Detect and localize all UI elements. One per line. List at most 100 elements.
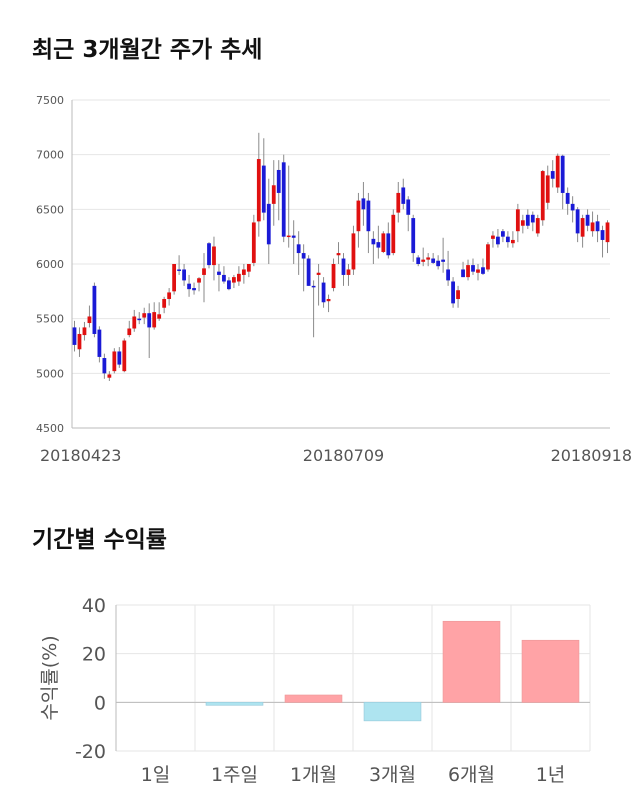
y-tick-label: 40 bbox=[82, 595, 106, 617]
candle-body bbox=[182, 269, 186, 281]
candle-body bbox=[82, 327, 87, 336]
candle-body bbox=[605, 222, 610, 243]
candle-body bbox=[376, 242, 381, 248]
return-bar bbox=[442, 620, 501, 703]
candle-body bbox=[122, 340, 127, 372]
candle-body bbox=[276, 169, 281, 193]
candle-body bbox=[102, 358, 107, 374]
candle-body bbox=[461, 269, 465, 278]
candle-body bbox=[466, 265, 470, 278]
candle-body bbox=[286, 235, 291, 238]
candle-body bbox=[336, 253, 341, 256]
candle-body bbox=[356, 200, 361, 232]
y-tick-label: 6000 bbox=[36, 258, 64, 271]
candle-body bbox=[491, 235, 495, 239]
y-tick-label: 5500 bbox=[36, 313, 64, 326]
candle-body bbox=[266, 203, 271, 245]
y-tick-label: 7000 bbox=[36, 149, 64, 162]
candle-body bbox=[590, 222, 595, 232]
candle-body bbox=[246, 264, 251, 272]
candle-body bbox=[535, 218, 540, 234]
candle-body bbox=[232, 277, 236, 283]
candle-body bbox=[565, 192, 570, 204]
candle-body bbox=[431, 258, 436, 263]
candle-body bbox=[227, 280, 231, 290]
candle-body bbox=[296, 244, 301, 254]
candle-body bbox=[456, 290, 460, 299]
candle-body bbox=[406, 199, 411, 215]
x-tick-label: 20180918 bbox=[551, 446, 632, 465]
candle-body bbox=[416, 257, 421, 264]
candle-body bbox=[72, 327, 77, 345]
candle-body bbox=[595, 221, 600, 232]
candle-body bbox=[306, 258, 311, 286]
candle-body bbox=[346, 269, 351, 275]
candle-body bbox=[501, 231, 505, 237]
candle-body bbox=[575, 209, 580, 234]
candle-body bbox=[77, 333, 82, 350]
candle-body bbox=[202, 268, 206, 275]
x-tick-label: 1일 bbox=[141, 764, 171, 786]
candle-body bbox=[256, 159, 261, 222]
candle-body bbox=[401, 187, 406, 204]
candle-body bbox=[446, 269, 450, 281]
candle-body bbox=[87, 316, 92, 324]
candle-body bbox=[515, 209, 520, 232]
candle-body bbox=[177, 269, 181, 271]
candle-body bbox=[331, 264, 336, 289]
candle-body bbox=[321, 282, 326, 303]
candle-body bbox=[291, 235, 296, 238]
period-return-title: 기간별 수익률 bbox=[32, 527, 167, 553]
candle-body bbox=[97, 329, 102, 357]
candle-body bbox=[251, 222, 256, 263]
candle-body bbox=[326, 298, 331, 302]
candle-body bbox=[585, 214, 590, 226]
candle-body bbox=[192, 288, 196, 291]
return-bar bbox=[205, 701, 264, 706]
candle-body bbox=[147, 313, 152, 328]
x-tick-label: 20180709 bbox=[303, 446, 384, 465]
stock-candlestick-chart: 4500 5000 5500 6000 6500 7000 7500 20180423 2018… bbox=[36, 94, 632, 465]
candle-body bbox=[381, 233, 386, 252]
y-tick-label: 0 bbox=[94, 692, 106, 714]
candle-body bbox=[545, 175, 550, 203]
candle-body bbox=[530, 214, 535, 223]
candle-body bbox=[436, 260, 441, 267]
candle-body bbox=[476, 269, 480, 273]
candle-body bbox=[137, 318, 142, 321]
candle-body bbox=[197, 278, 201, 283]
candle-body bbox=[525, 214, 530, 226]
x-tick-label: 1개월 bbox=[290, 764, 337, 786]
candle-body bbox=[486, 244, 490, 270]
candle-body bbox=[261, 165, 266, 213]
y-tick-label: 4500 bbox=[36, 422, 64, 435]
candle-body bbox=[311, 285, 316, 288]
candle-body bbox=[212, 246, 216, 266]
candle-body bbox=[236, 273, 241, 282]
y-tick-label: -20 bbox=[75, 741, 106, 763]
candle-body bbox=[162, 298, 167, 308]
x-tick-label: 20180423 bbox=[40, 446, 121, 465]
candle-body bbox=[142, 313, 147, 318]
candle-body bbox=[301, 253, 306, 259]
candle-body bbox=[172, 264, 177, 292]
candle-body bbox=[386, 233, 391, 256]
candle-body bbox=[471, 265, 475, 272]
x-tick-label: 1주일 bbox=[211, 764, 258, 786]
candle-body bbox=[152, 312, 157, 328]
candle-body bbox=[241, 269, 246, 275]
stock-trend-title: 최근 3개월간 주가 추세 bbox=[32, 37, 263, 63]
candle-body bbox=[451, 281, 455, 304]
candle-body bbox=[281, 162, 286, 237]
candle-body bbox=[396, 192, 401, 213]
candle-body bbox=[112, 351, 117, 372]
candle-body bbox=[207, 243, 211, 266]
candle-body bbox=[600, 230, 605, 240]
candle-body bbox=[316, 272, 321, 275]
return-bar bbox=[284, 694, 343, 703]
candle-body bbox=[117, 351, 122, 365]
candle-body bbox=[555, 155, 560, 188]
y-tick-label: 5000 bbox=[36, 367, 64, 380]
return-bar bbox=[521, 639, 580, 703]
y-tick-label: 20 bbox=[82, 644, 106, 666]
